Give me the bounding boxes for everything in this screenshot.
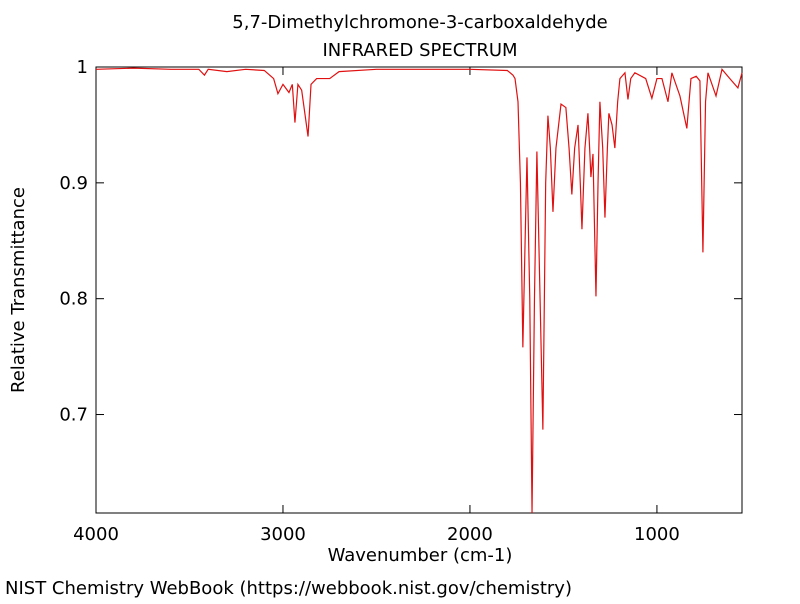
source-note: NIST Chemistry WebBook (https://webbook.…	[5, 578, 572, 599]
chart-title: 5,7-Dimethylchromone-3-carboxaldehyde	[232, 12, 607, 33]
x-tick-label: 4000	[73, 524, 119, 545]
x-tick-label: 2000	[447, 524, 493, 545]
chart-subtitle: INFRARED SPECTRUM	[322, 40, 517, 61]
x-tick-label: 1000	[634, 524, 680, 545]
spectrum-line	[95, 67, 743, 514]
y-tick-label: 0.9	[59, 173, 88, 194]
x-axis-label: Wavenumber (cm-1)	[328, 545, 513, 566]
y-tick-label: 0.7	[59, 405, 88, 426]
y-tick-label: 1	[77, 57, 88, 78]
y-tick-label: 0.8	[59, 289, 88, 310]
x-tick-label: 3000	[260, 524, 306, 545]
y-axis-label: Relative Transmittance	[8, 187, 29, 393]
plot-frame	[95, 66, 743, 514]
